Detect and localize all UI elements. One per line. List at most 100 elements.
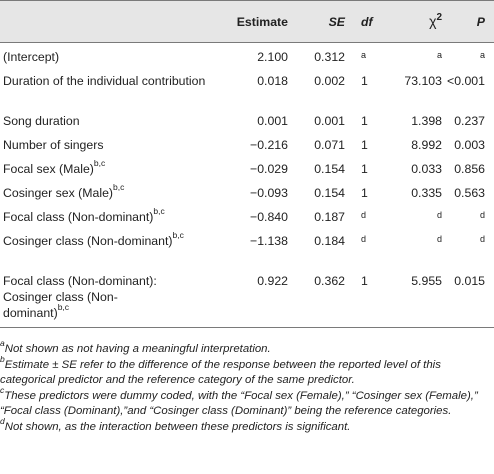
header-predictor (0, 0, 207, 43)
cell-chi: 1.398 (411, 113, 442, 128)
predictor-label: Focal class (Non-dominant) (3, 209, 154, 224)
cell-p: 0.003 (454, 137, 485, 152)
footnote-marker: d (0, 416, 5, 427)
cell-p: d (479, 233, 485, 244)
footnote: bEstimate ± SE refer to the difference o… (0, 355, 494, 388)
row-predictor: Song duration (0, 107, 207, 131)
footnote-text: Not shown, as the interaction between th… (4, 421, 351, 433)
footnote-text: Not shown as not having a meaningful int… (4, 343, 271, 355)
header-estimate: Estimate (207, 0, 292, 43)
cell-chi: 0.033 (411, 161, 442, 176)
table-row: Duration of the individual contribution … (0, 67, 494, 107)
header-chi-sup: 2 (436, 11, 442, 23)
cell-df: d (361, 209, 367, 220)
row-predictor: (Intercept) (0, 43, 207, 67)
table-row: Focal class (Non-dominant): Cosinger cla… (0, 266, 494, 328)
cell-estimate: 0.922 (207, 266, 292, 328)
cell-df: 1 (361, 185, 368, 200)
cell-chi: d (436, 233, 442, 244)
table-row: Cosinger sex (Male)b,c −0.093 0.154 1 0.… (0, 179, 494, 203)
cell-p: 0.563 (454, 185, 485, 200)
cell-estimate: −1.138 (250, 233, 288, 248)
cell-chi: 8.992 (411, 137, 442, 152)
row-predictor: Cosinger class (Non-dominant)b,c (0, 227, 207, 267)
header-p: P (443, 0, 494, 43)
header-chi: χ (429, 13, 437, 29)
cell-estimate: 2.100 (257, 50, 288, 64)
footnote-marker: b (0, 354, 5, 365)
cell-p: 0.856 (454, 161, 485, 176)
footnote-marker: c (0, 385, 5, 396)
table-row: Number of singers −0.216 0.071 1 8.992 0… (0, 131, 494, 155)
predictor-label: Cosinger sex (Male) (3, 185, 114, 200)
cell-df: 1 (349, 266, 388, 328)
cell-p: d (479, 209, 485, 220)
table-row: Focal sex (Male)b,c −0.029 0.154 1 0.033… (0, 155, 494, 179)
header-df: df (349, 0, 388, 43)
header-se: SE (292, 0, 349, 43)
cell-df: 1 (361, 73, 368, 88)
cell-estimate: −0.029 (250, 161, 288, 176)
cell-p: 0.015 (443, 266, 494, 328)
predictor-footnote-marker: b,c (93, 158, 106, 169)
table-row: Song duration 0.001 0.001 1 1.398 0.237 (0, 107, 494, 131)
cell-estimate: 0.001 (257, 113, 288, 128)
cell-df: 1 (361, 113, 368, 128)
cell-se: 0.154 (314, 161, 345, 176)
cell-df: 1 (361, 161, 368, 176)
predictor-footnote-marker: b,c (153, 206, 165, 217)
row-predictor: Focal class (Non-dominant)b,c (0, 203, 207, 227)
cell-df: d (361, 233, 367, 244)
model-results-table: Estimate SE df χ2 P (Intercept) 2.100 0.… (0, 0, 494, 328)
cell-se: 0.154 (314, 185, 345, 200)
cell-p: 0.237 (454, 113, 485, 128)
footnote-text: These predictors were dummy coded, with … (0, 390, 478, 417)
cell-chi: 5.955 (388, 266, 443, 328)
row-predictor: Focal class (Non-dominant): Cosinger cla… (0, 266, 207, 328)
cell-estimate: −0.093 (250, 185, 288, 200)
predictor-label: Cosinger class (Non-dominant) (3, 233, 173, 248)
cell-se: 0.071 (314, 137, 345, 152)
cell-se: 0.184 (314, 233, 345, 248)
cell-chi: 73.103 (404, 73, 442, 88)
row-predictor: Duration of the individual contribution (0, 67, 207, 107)
predictor-label: Duration of the individual contribution (3, 73, 206, 88)
cell-se: 0.002 (314, 73, 345, 88)
predictor-footnote-marker: b,c (172, 230, 184, 241)
predictor-label: (Intercept) (3, 50, 60, 64)
cell-chi: a (436, 50, 442, 60)
footnote-marker: a (0, 338, 5, 349)
cell-p: <0.001 (447, 73, 485, 88)
predictor-footnote-marker: b,c (113, 182, 125, 193)
predictor-footnote-marker: b,c (57, 302, 70, 313)
cell-estimate: 0.018 (257, 73, 288, 88)
cell-se: 0.187 (314, 209, 345, 224)
cell-df: a (361, 50, 367, 60)
table-row: (Intercept) 2.100 0.312 a a a (0, 43, 494, 67)
cell-se: 0.001 (314, 113, 345, 128)
row-predictor: Number of singers (0, 131, 207, 155)
footnote: aNot shown as not having a meaningful in… (0, 339, 494, 357)
header-chi-square: χ2 (388, 0, 443, 43)
row-predictor: Cosinger sex (Male)b,c (0, 179, 207, 203)
predictor-label: Song duration (3, 113, 80, 128)
cell-estimate: −0.840 (250, 209, 288, 224)
table-row: Focal class (Non-dominant)b,c −0.840 0.1… (0, 203, 494, 227)
predictor-label: Focal class (Non-dominant): Cosinger cla… (3, 273, 157, 320)
table-header-row: Estimate SE df χ2 P (0, 0, 494, 43)
cell-chi: d (436, 209, 442, 220)
predictor-label: Number of singers (3, 137, 104, 152)
cell-estimate: −0.216 (250, 137, 288, 152)
footnote: dNot shown, as the interaction between t… (0, 417, 494, 435)
cell-p: a (479, 50, 485, 60)
row-predictor: Focal sex (Male)b,c (0, 155, 207, 179)
table-footnotes: aNot shown as not having a meaningful in… (0, 339, 494, 436)
cell-se: 0.362 (292, 266, 349, 328)
table-row: Cosinger class (Non-dominant)b,c −1.138 … (0, 227, 494, 267)
predictor-label: Focal sex (Male) (3, 161, 94, 176)
cell-se: 0.312 (314, 50, 345, 64)
cell-df: 1 (361, 137, 368, 152)
cell-chi: 0.335 (411, 185, 442, 200)
footnote-text: Estimate ± SE refer to the difference of… (0, 359, 441, 386)
